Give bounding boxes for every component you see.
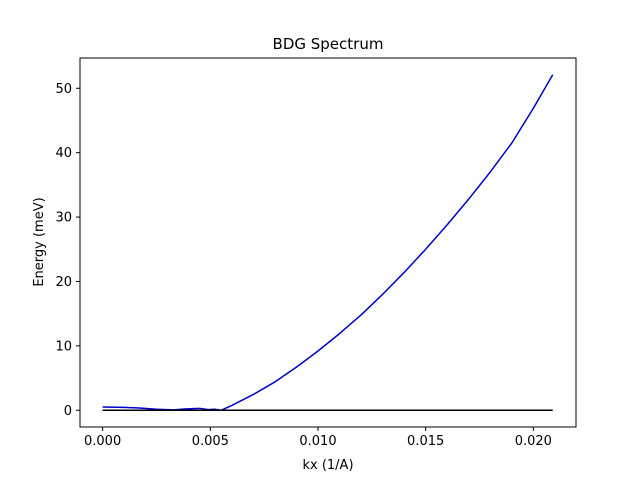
y-tick-label: 10 <box>55 339 72 354</box>
y-axis-label: Energy (meV) <box>32 197 47 286</box>
x-tick-label: 0.000 <box>84 434 121 449</box>
x-ticks: 0.000 0.005 0.010 0.015 0.020 <box>84 427 552 449</box>
y-tick-label: 50 <box>55 82 72 97</box>
x-tick-label: 0.020 <box>515 434 552 449</box>
x-tick-label: 0.015 <box>407 434 444 449</box>
y-ticks: 0 10 20 30 40 50 <box>55 82 80 419</box>
x-tick-label: 0.010 <box>299 434 336 449</box>
plot-layer <box>102 74 554 412</box>
chart-title: BDG Spectrum <box>273 35 384 53</box>
y-tick-label: 20 <box>55 275 72 290</box>
y-tick-label: 30 <box>55 211 72 226</box>
x-axis-label: kx (1/A) <box>302 458 353 473</box>
y-tick-label: 0 <box>64 404 72 419</box>
y-tick-label: 40 <box>55 146 72 161</box>
axes-frame <box>79 57 577 428</box>
x-tick-label: 0.005 <box>192 434 229 449</box>
